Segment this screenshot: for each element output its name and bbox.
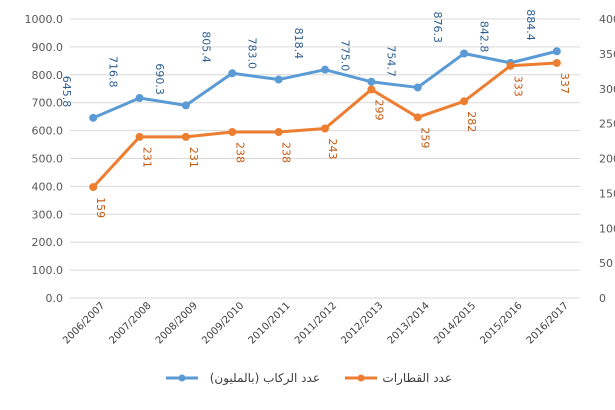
data-label: 243 <box>326 139 339 160</box>
data-label: 259 <box>419 127 432 148</box>
left-axis-tick-label: 700.0 <box>32 97 64 110</box>
right-axis-tick-label: 350 <box>599 48 615 61</box>
left-axis-tick-label: 200.0 <box>32 236 64 249</box>
legend-swatch-marker <box>179 375 186 382</box>
data-label: 337 <box>558 73 571 94</box>
data-label: 231 <box>141 147 154 168</box>
right-axis-tick-label: 200 <box>599 153 615 166</box>
legend-label: عدد القطارات <box>382 371 452 386</box>
data-point <box>136 133 143 140</box>
data-point <box>90 184 97 191</box>
data-label: 842.8 <box>477 21 490 53</box>
legend-swatch-marker <box>358 375 365 382</box>
x-axis-tick-label: 2009/2010 <box>200 300 246 346</box>
data-label: 775.0 <box>338 40 351 72</box>
right-axis-tick-label: 150 <box>599 187 615 200</box>
data-label: 299 <box>372 99 385 120</box>
data-point <box>322 125 329 132</box>
left-axis-tick-label: 100.0 <box>32 264 64 277</box>
right-axis-tick-label: 400 <box>599 13 615 26</box>
left-axis-tick-label: 600.0 <box>32 125 64 138</box>
data-label: 333 <box>511 76 524 97</box>
data-label: 884.4 <box>524 9 537 41</box>
x-axis-tick-label: 2013/2014 <box>386 300 432 346</box>
data-point <box>368 78 375 85</box>
data-label: 818.4 <box>292 28 305 60</box>
right-axis-tick-label: 50 <box>599 257 613 270</box>
data-label: 754.7 <box>385 45 398 77</box>
data-point <box>368 86 375 93</box>
data-point <box>461 50 468 57</box>
data-point <box>182 133 189 140</box>
left-axis-tick-label: 1000.0 <box>25 13 64 26</box>
data-point <box>136 95 143 102</box>
data-label: 159 <box>94 197 107 218</box>
left-axis-tick-label: 800.0 <box>32 69 64 82</box>
data-label: 238 <box>233 142 246 163</box>
data-point <box>414 114 421 121</box>
data-label: 783.0 <box>246 38 259 70</box>
x-axis-tick-label: 2006/2007 <box>61 300 107 346</box>
right-axis-tick-label: 100 <box>599 222 615 235</box>
data-point <box>553 59 560 66</box>
data-point <box>229 70 236 77</box>
data-point <box>414 84 421 91</box>
right-axis-tick-label: 250 <box>599 118 615 131</box>
left-axis-tick-label: 900.0 <box>32 41 64 54</box>
x-axis-tick-label: 2016/2017 <box>525 300 571 346</box>
x-axis-tick-label: 2011/2012 <box>293 300 339 346</box>
data-point <box>229 128 236 135</box>
data-point <box>275 128 282 135</box>
x-axis-ticks: 2006/2007 2007/2008 2008/2009 2009/2010 2010… <box>61 300 571 346</box>
data-point <box>182 102 189 109</box>
data-label: 876.3 <box>431 12 444 44</box>
data-label: 690.3 <box>153 63 166 94</box>
legend-label: عدد الركاب (بالمليون) <box>210 371 320 386</box>
right-axis-tick-label: 300 <box>599 83 615 96</box>
data-point <box>507 62 514 69</box>
x-axis-tick-label: 2008/2009 <box>154 300 200 346</box>
left-axis-tick-label: 300.0 <box>32 208 64 221</box>
data-point <box>461 98 468 105</box>
x-axis-tick-label: 2012/2013 <box>339 300 385 346</box>
data-label: 716.8 <box>107 56 120 88</box>
left-axis-tick-label: 500.0 <box>32 153 64 166</box>
data-label: 645.8 <box>60 76 73 108</box>
data-label: 238 <box>280 142 293 163</box>
left-axis-tick-label: 0.0 <box>46 292 64 305</box>
right-axis-tick-label: 0 <box>599 292 606 305</box>
x-axis-tick-label: 2007/2008 <box>108 300 154 346</box>
data-point <box>275 76 282 83</box>
left-axis-ticks: 0.0 100.0 200.0 300.0 400.0 500.0 600.0 700.0 80… <box>25 13 64 305</box>
x-axis-tick-label: 2015/2016 <box>478 300 524 346</box>
data-label: 231 <box>187 147 200 168</box>
data-label: 282 <box>465 111 478 132</box>
data-point <box>90 114 97 121</box>
x-axis-tick-label: 2010/2011 <box>247 300 293 346</box>
left-axis-tick-label: 400.0 <box>32 180 64 193</box>
right-axis-ticks: 0 50 100 150 200 250 300 350 400 <box>599 13 615 305</box>
x-axis-tick-label: 2014/2015 <box>432 300 478 346</box>
legend: عدد الركاب (بالمليون) عدد القطارات <box>166 371 452 386</box>
data-point <box>553 48 560 55</box>
data-point <box>322 66 329 73</box>
data-label: 805.4 <box>199 31 212 62</box>
